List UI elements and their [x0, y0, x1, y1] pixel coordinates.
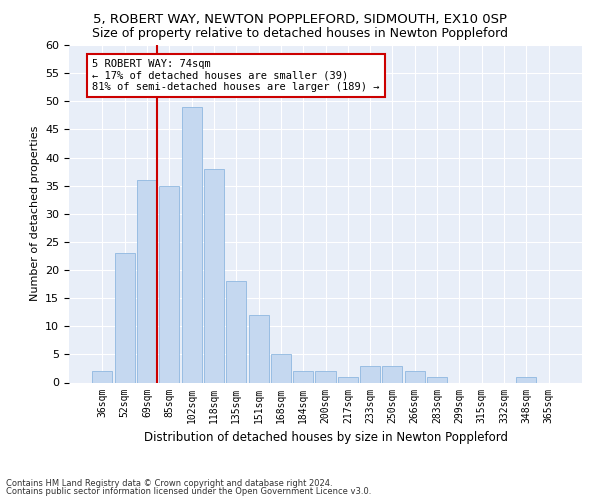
Bar: [204, 169, 224, 382]
Bar: [516, 377, 536, 382]
Bar: [137, 180, 157, 382]
Bar: [92, 371, 112, 382]
Y-axis label: Number of detached properties: Number of detached properties: [29, 126, 40, 302]
Bar: [271, 354, 291, 382]
Bar: [159, 186, 179, 382]
Text: Size of property relative to detached houses in Newton Poppleford: Size of property relative to detached ho…: [92, 28, 508, 40]
Bar: [382, 366, 403, 382]
Text: 5, ROBERT WAY, NEWTON POPPLEFORD, SIDMOUTH, EX10 0SP: 5, ROBERT WAY, NEWTON POPPLEFORD, SIDMOU…: [93, 12, 507, 26]
Bar: [316, 371, 335, 382]
Text: 5 ROBERT WAY: 74sqm
← 17% of detached houses are smaller (39)
81% of semi-detach: 5 ROBERT WAY: 74sqm ← 17% of detached ho…: [92, 59, 380, 92]
Text: Contains HM Land Registry data © Crown copyright and database right 2024.: Contains HM Land Registry data © Crown c…: [6, 478, 332, 488]
Bar: [405, 371, 425, 382]
Bar: [427, 377, 447, 382]
Bar: [338, 377, 358, 382]
Bar: [182, 107, 202, 382]
Bar: [360, 366, 380, 382]
Bar: [115, 253, 135, 382]
Bar: [226, 281, 246, 382]
Bar: [248, 315, 269, 382]
X-axis label: Distribution of detached houses by size in Newton Poppleford: Distribution of detached houses by size …: [143, 431, 508, 444]
Text: Contains public sector information licensed under the Open Government Licence v3: Contains public sector information licen…: [6, 487, 371, 496]
Bar: [293, 371, 313, 382]
